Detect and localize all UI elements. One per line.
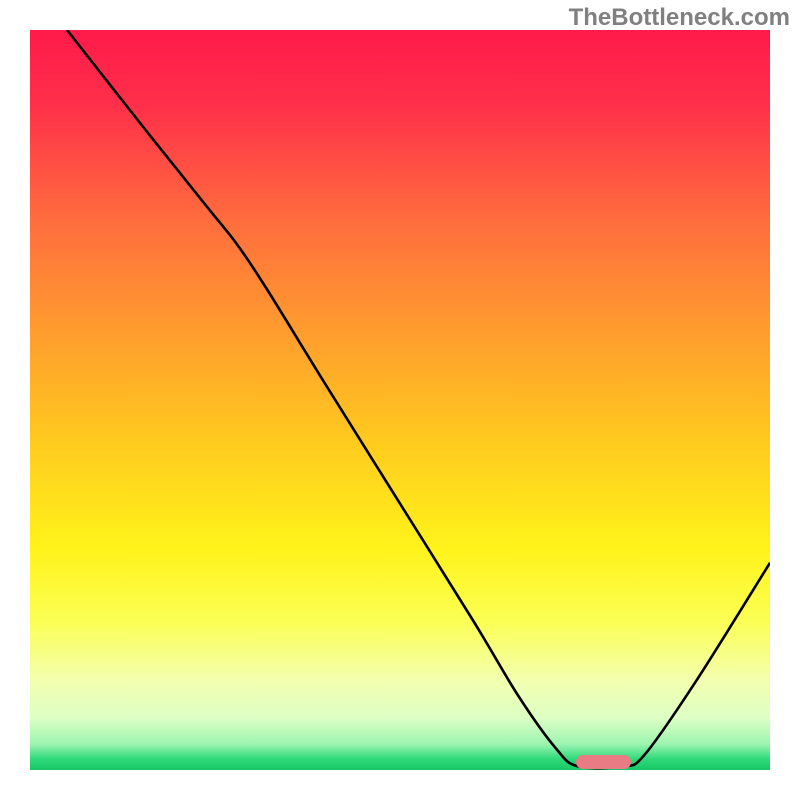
plot-area	[30, 30, 770, 770]
watermark-text: TheBottleneck.com	[569, 4, 790, 32]
bottleneck-curve	[30, 30, 770, 770]
chart-container: TheBottleneck.com	[0, 0, 800, 800]
optimal-marker	[576, 755, 632, 768]
